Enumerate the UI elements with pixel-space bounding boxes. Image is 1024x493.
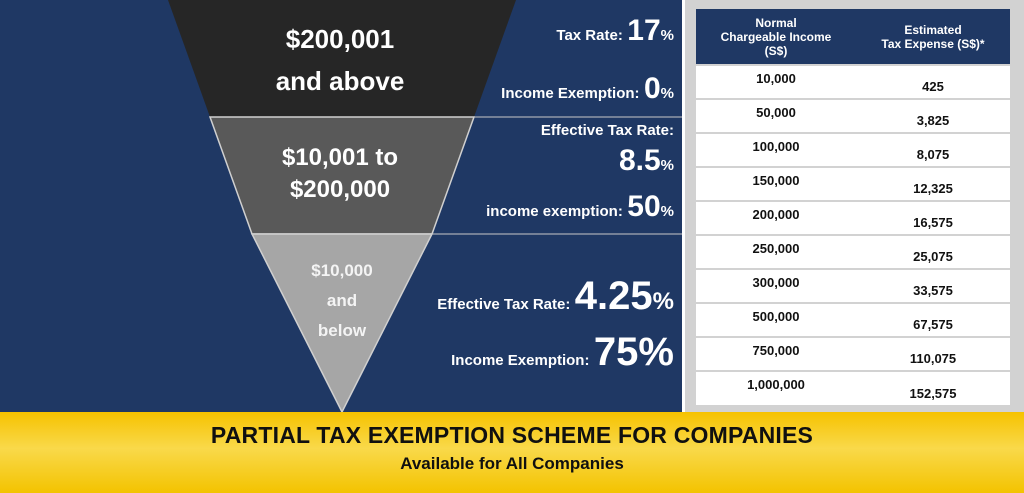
income-cell: 500,000 <box>696 302 856 337</box>
table-row: 1,000,000 152,575 <box>696 370 1010 405</box>
tier-2-exemption-label: income exemption: <box>486 203 623 220</box>
tier-2-exemption-pct: % <box>660 203 674 220</box>
tier-3-tax-rate-label: Effective Tax Rate: <box>437 296 571 313</box>
tier-1-exemption-pct: % <box>660 85 674 102</box>
income-cell: 250,000 <box>696 234 856 269</box>
income-cell: 1,000,000 <box>696 370 856 405</box>
income-cell: 750,000 <box>696 336 856 371</box>
tax-tier-funnel <box>168 0 682 412</box>
table-row: 300,000 33,575 <box>696 268 1010 303</box>
tier-1-segment <box>168 0 516 117</box>
tier-2-line1: $10,001 to <box>281 144 399 171</box>
footer-title: PARTIAL TAX EXEMPTION SCHEME FOR COMPANI… <box>210 422 814 448</box>
table-row: 250,000 25,075 <box>696 234 1010 269</box>
table-row: 750,000 110,075 <box>696 336 1010 371</box>
tier-2-tax-rate-value: 8.5 <box>618 144 661 177</box>
table-row: 100,000 8,075 <box>696 132 1010 167</box>
tier-3-tax-rate: Effective Tax Rate: 4.25% <box>437 274 674 319</box>
tax-expense-table: Normal Chargeable Income (S$) Estimated … <box>696 9 1010 405</box>
tax-cell: 33,575 <box>856 268 1010 303</box>
tier-2-line2: $200,000 <box>289 176 391 203</box>
income-cell: 10,000 <box>696 64 856 99</box>
tier-3-exemption: Income Exemption: 75% <box>451 330 674 375</box>
table-row: 200,000 16,575 <box>696 200 1010 235</box>
tier-1-exemption-value: 0 <box>643 72 661 105</box>
tier-3-exemption-pct: % <box>638 330 674 374</box>
tier-1-tax-rate: Tax Rate: 17% <box>556 14 674 48</box>
income-cell: 150,000 <box>696 166 856 201</box>
tier-1-exemption-label: Income Exemption: <box>501 85 640 102</box>
tier-3-exemption-value: 75 <box>593 330 639 374</box>
tier-3-line3: below <box>317 321 367 340</box>
tax-cell: 3,825 <box>856 98 1010 133</box>
tax-cell: 67,575 <box>856 302 1010 337</box>
table-header-row: Normal Chargeable Income (S$) Estimated … <box>696 9 1010 65</box>
table-row: 50,000 3,825 <box>696 98 1010 133</box>
tier-1-line2: and above <box>275 66 405 96</box>
table-row: 500,000 67,575 <box>696 302 1010 337</box>
tax-cell: 12,325 <box>856 166 1010 201</box>
tier-3-label: $10,000 and below <box>290 256 394 346</box>
tier-1-label: $200,001 and above <box>240 18 440 102</box>
tier-2-tax-rate-label: Effective Tax Rate: <box>540 122 674 139</box>
tax-cell: 110,075 <box>856 336 1010 371</box>
table-row: 10,000 425 <box>696 64 1010 99</box>
tier-3-tax-rate-pct: % <box>652 288 674 315</box>
tier-3-exemption-label: Income Exemption: <box>451 352 590 369</box>
header-chargeable-income: Normal Chargeable Income (S$) <box>696 9 856 65</box>
tier-3-tax-rate-value: 4.25 <box>574 274 653 318</box>
tier-1-tax-rate-label: Tax Rate: <box>556 27 623 44</box>
footer-banner: PARTIAL TAX EXEMPTION SCHEME FOR COMPANI… <box>0 412 1024 493</box>
income-cell: 200,000 <box>696 200 856 235</box>
footer-subtitle: Available for All Companies <box>400 454 624 473</box>
tax-cell: 152,575 <box>856 370 1010 405</box>
tax-cell: 8,075 <box>856 132 1010 167</box>
tax-cell: 25,075 <box>856 234 1010 269</box>
income-cell: 100,000 <box>696 132 856 167</box>
tier-1-line1: $200,001 <box>285 24 395 54</box>
tier-2-exemption: income exemption: 50% <box>486 190 674 224</box>
tier-1-tax-rate-pct: % <box>660 27 674 44</box>
tier-1-tax-rate-value: 17 <box>627 14 661 47</box>
tier-2-tax-rate: 8.5% <box>619 144 674 178</box>
tier-3-line2: and <box>326 291 358 310</box>
tier-3-segment <box>250 233 434 412</box>
tier-2-label: $10,001 to $200,000 <box>240 142 440 206</box>
tier-2-exemption-value: 50 <box>627 190 661 223</box>
income-cell: 300,000 <box>696 268 856 303</box>
tier-1-exemption: Income Exemption: 0% <box>501 72 674 106</box>
header-tax-expense: Estimated Tax Expense (S$)* <box>856 9 1010 65</box>
income-cell: 50,000 <box>696 98 856 133</box>
tier-2-tax-rate-pct: % <box>660 157 674 174</box>
table-row: 150,000 12,325 <box>696 166 1010 201</box>
tax-cell: 16,575 <box>856 200 1010 235</box>
tier-2-tax-rate-label-row: Effective Tax Rate: <box>541 122 674 140</box>
tax-cell: 425 <box>856 64 1010 99</box>
tier-3-line1: $10,000 <box>311 261 373 280</box>
